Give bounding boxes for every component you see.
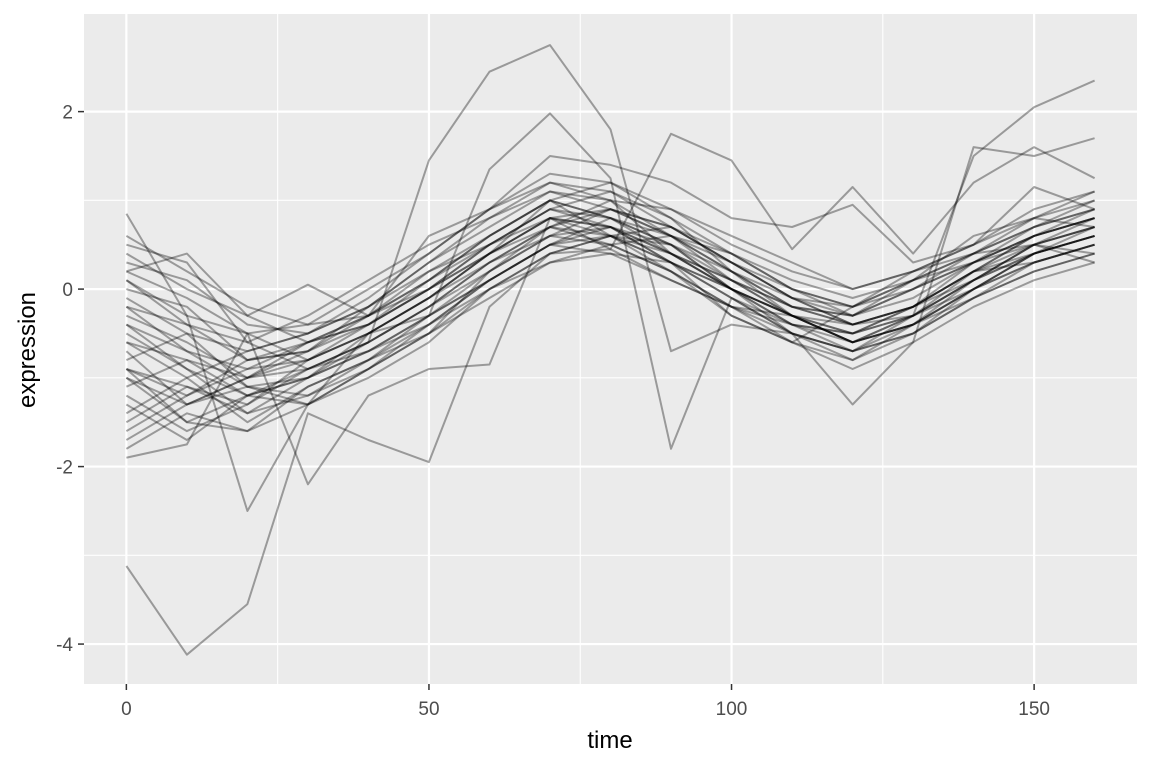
- series-line-4: [126, 132, 1096, 486]
- y-tick-label: 2: [62, 103, 73, 124]
- x-tick-label: 50: [418, 699, 439, 720]
- series-line-33: [126, 226, 1096, 406]
- series-line-23: [125, 217, 1095, 388]
- series-line-1: [125, 248, 914, 656]
- y-axis-title: expression: [14, 292, 41, 408]
- series-lines: [125, 44, 1096, 656]
- y-tick-label: -2: [56, 458, 73, 479]
- plot-panel: [84, 14, 1137, 684]
- series-line-19: [125, 208, 1095, 379]
- series-line-28: [125, 234, 1095, 433]
- major-gridlines: [84, 14, 1137, 684]
- series-line-18: [125, 217, 1095, 397]
- x-tick-label: 0: [121, 699, 132, 720]
- y-tick-label: -4: [56, 635, 73, 656]
- series-line-27: [125, 190, 1095, 353]
- series-line-29: [125, 208, 1095, 344]
- series-line-6: [125, 199, 1095, 397]
- series-line-13: [125, 226, 1095, 433]
- series-line-25: [125, 243, 1095, 415]
- series-line-36: [125, 217, 1096, 441]
- series-line-9: [125, 208, 1095, 424]
- series-line-32: [126, 199, 1095, 362]
- y-tick-label: 0: [62, 280, 73, 301]
- series-line-16: [125, 217, 1095, 450]
- series-line-5: [126, 155, 1095, 317]
- series-line-22: [125, 234, 1095, 406]
- series-line-2: [125, 44, 1096, 424]
- x-axis-title: time: [587, 727, 632, 754]
- series-line-34: [125, 181, 1096, 335]
- series-line-14: [126, 172, 1095, 335]
- series-line-7: [125, 181, 1095, 406]
- series-line-30: [126, 226, 1095, 406]
- series-line-21: [125, 208, 1095, 326]
- series-line-26: [125, 208, 1096, 432]
- series-line-17: [125, 190, 1096, 344]
- series-line-3: [125, 112, 1095, 512]
- series-line-35: [125, 234, 1095, 388]
- series-line-11: [125, 226, 1095, 406]
- x-tick-label: 150: [1018, 699, 1050, 720]
- x-tick-label: 100: [716, 699, 748, 720]
- minor-gridlines: [84, 14, 1137, 684]
- series-line-31: [125, 226, 1095, 441]
- series-line-10: [125, 190, 1095, 370]
- series-line-12: [126, 199, 1095, 362]
- series-line-15: [125, 243, 1095, 424]
- y-axis-ticks: -4 -2 0 2: [56, 103, 84, 656]
- series-line-20: [125, 181, 1095, 415]
- x-axis-ticks: 0 50 100 150: [121, 684, 1050, 720]
- series-line-8: [126, 226, 1095, 370]
- series-line-24: [125, 199, 1095, 362]
